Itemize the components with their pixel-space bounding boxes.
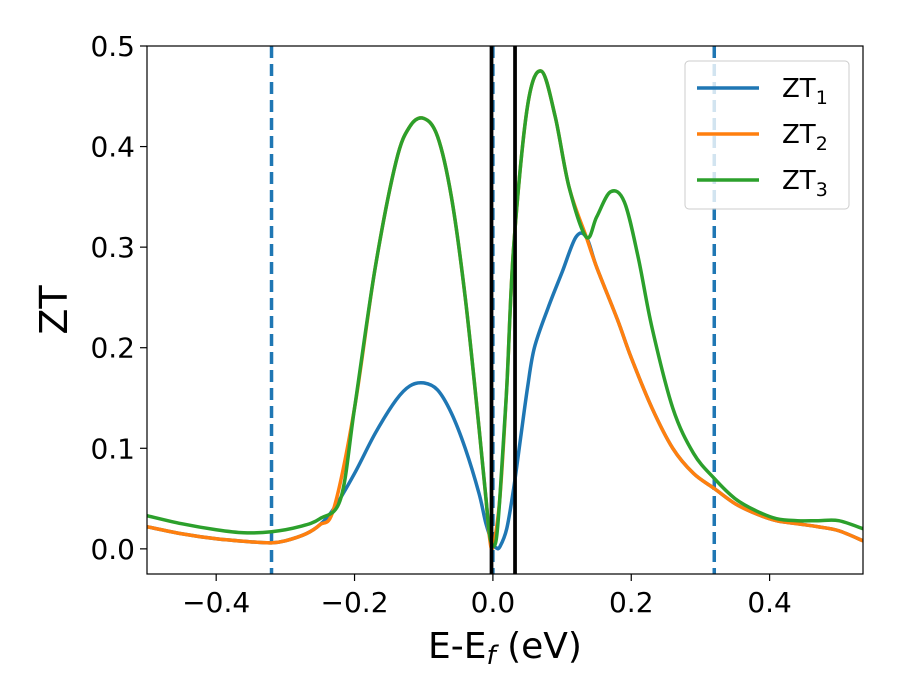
y-axis-ticks: 0.0 0.1 0.2 0.3 0.4 0.5 bbox=[90, 30, 147, 566]
legend-label-2: ZT2 bbox=[782, 120, 828, 155]
y-tick-label: 0.2 bbox=[90, 332, 135, 365]
x-tick-label: 0.0 bbox=[471, 586, 516, 619]
legend-label-3: ZT3 bbox=[782, 166, 828, 201]
plot-frame bbox=[146, 45, 864, 575]
series-lines bbox=[147, 46, 863, 574]
x-tick-label: −0.4 bbox=[182, 586, 250, 619]
legend: ZT1 ZT2 ZT3 bbox=[684, 60, 850, 210]
y-tick-label: 0.3 bbox=[90, 231, 135, 264]
x-axis-label: E-Ef (eV) bbox=[428, 626, 582, 671]
y-tick-label: 0.1 bbox=[90, 432, 135, 465]
x-axis-ticks: −0.4 −0.2 0.0 0.2 0.4 bbox=[182, 574, 792, 619]
legend-label-1: ZT1 bbox=[782, 74, 828, 109]
series-line-3 bbox=[147, 69, 863, 548]
y-tick-label: 0.5 bbox=[90, 30, 135, 63]
y-tick-label: 0.4 bbox=[90, 131, 135, 164]
legend-box bbox=[684, 60, 850, 210]
x-tick-label: 0.2 bbox=[609, 586, 654, 619]
y-tick-label: 0.0 bbox=[90, 533, 135, 566]
y-axis-label: ZT bbox=[32, 285, 76, 335]
x-tick-label: 0.4 bbox=[747, 586, 792, 619]
x-tick-label: −0.2 bbox=[321, 586, 389, 619]
